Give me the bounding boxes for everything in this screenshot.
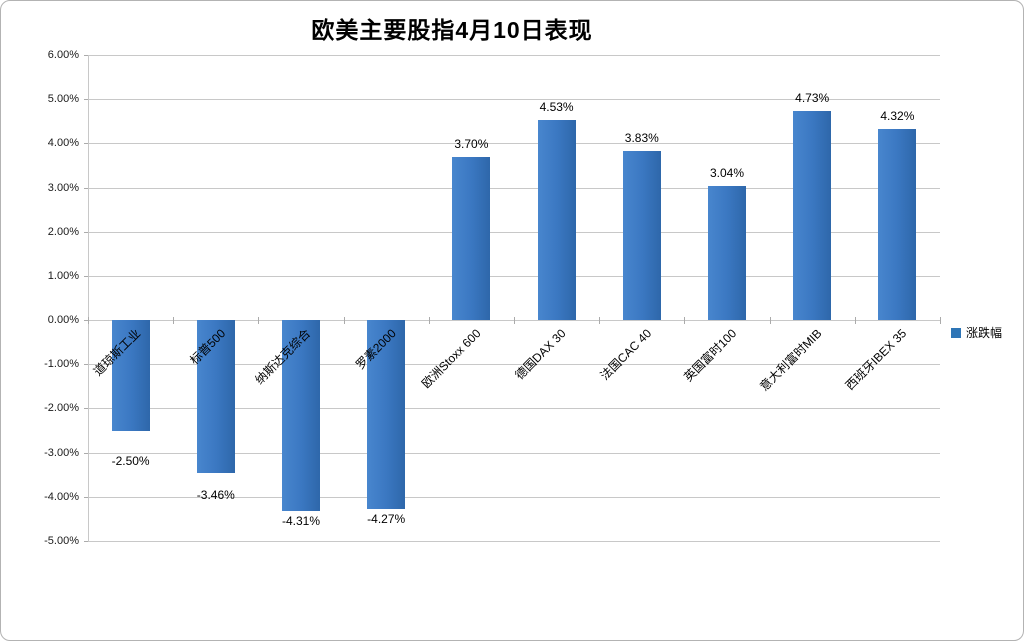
y-axis-label: 0.00% bbox=[47, 314, 79, 327]
y-axis-tick bbox=[84, 275, 88, 277]
category-label: 英国富时100 bbox=[681, 326, 740, 385]
y-axis-tick bbox=[84, 231, 88, 233]
data-label: -4.27% bbox=[367, 511, 406, 526]
data-label: 4.53% bbox=[539, 99, 574, 114]
y-axis-label: -5.00% bbox=[44, 535, 79, 547]
data-label: 3.83% bbox=[624, 130, 659, 145]
y-axis-tick bbox=[84, 364, 88, 366]
y-axis-line bbox=[88, 55, 89, 541]
category-label: 意大利富时MIB bbox=[756, 326, 825, 394]
y-axis-tick bbox=[84, 541, 88, 542]
gridline bbox=[88, 364, 940, 366]
data-label: 3.70% bbox=[454, 136, 489, 151]
x-axis-tick bbox=[940, 317, 941, 325]
category-label: 德国DAX 30 bbox=[512, 326, 569, 383]
y-axis-tick bbox=[84, 187, 88, 189]
x-axis-tick bbox=[258, 317, 260, 325]
gridline bbox=[88, 541, 940, 542]
gridline bbox=[88, 55, 940, 56]
x-axis-tick bbox=[173, 317, 175, 325]
chart-title: 欧美主要股指4月10日表现 bbox=[311, 17, 593, 43]
y-axis-label: -2.00% bbox=[44, 402, 79, 415]
y-axis-label: 3.00% bbox=[47, 181, 79, 194]
gridline bbox=[88, 99, 940, 101]
y-axis-label: 1.00% bbox=[47, 269, 79, 282]
x-axis-tick bbox=[428, 317, 430, 325]
x-axis-tick bbox=[684, 317, 686, 325]
bar bbox=[708, 185, 746, 321]
data-label: -4.31% bbox=[281, 513, 321, 528]
y-axis-tick bbox=[84, 452, 88, 454]
x-axis-tick bbox=[854, 317, 856, 325]
gridline bbox=[88, 408, 940, 410]
y-axis-tick bbox=[84, 143, 88, 145]
bar bbox=[537, 119, 576, 321]
y-axis-tick bbox=[84, 55, 88, 56]
gridline bbox=[88, 231, 940, 233]
gridline bbox=[88, 143, 940, 145]
y-axis-label: -1.00% bbox=[44, 358, 79, 371]
gridline bbox=[88, 187, 940, 189]
bar bbox=[452, 156, 491, 321]
bar bbox=[196, 320, 235, 473]
y-axis-label: 4.00% bbox=[47, 137, 79, 150]
y-axis-tick bbox=[84, 320, 88, 322]
y-axis-tick bbox=[84, 408, 88, 410]
legend-swatch-icon bbox=[951, 328, 961, 338]
x-axis-tick bbox=[88, 317, 89, 325]
bar bbox=[111, 320, 150, 431]
data-label: 3.04% bbox=[709, 165, 745, 180]
y-axis-label: -4.00% bbox=[44, 490, 79, 503]
y-axis-label: 6.00% bbox=[47, 49, 79, 61]
data-label: -3.46% bbox=[196, 487, 235, 502]
category-label: 欧洲Stoxx 600 bbox=[418, 326, 484, 391]
bar bbox=[282, 320, 320, 511]
y-axis-label: 5.00% bbox=[47, 93, 79, 106]
data-label: -2.50% bbox=[111, 453, 150, 468]
gridline bbox=[88, 496, 940, 498]
data-label: 4.32% bbox=[880, 109, 915, 124]
legend-label: 涨跌幅 bbox=[966, 326, 1003, 340]
data-label: 4.73% bbox=[795, 91, 830, 106]
category-label: 西班牙IBEX 35 bbox=[843, 326, 910, 393]
y-axis-tick bbox=[84, 99, 88, 101]
y-axis-tick bbox=[84, 496, 88, 498]
x-axis-tick bbox=[599, 317, 601, 325]
bar bbox=[367, 320, 406, 509]
category-label: 法国CAC 40 bbox=[597, 326, 655, 383]
gridline bbox=[88, 275, 940, 277]
bar bbox=[622, 150, 661, 321]
bar bbox=[793, 111, 832, 321]
x-axis-tick bbox=[514, 317, 515, 325]
x-axis-tick bbox=[769, 317, 771, 325]
gridline bbox=[88, 452, 940, 454]
y-axis-label: 2.00% bbox=[47, 225, 79, 238]
y-axis-label: -3.00% bbox=[44, 446, 79, 459]
x-axis-tick bbox=[343, 317, 345, 325]
bar bbox=[878, 129, 917, 321]
legend: 涨跌幅 bbox=[951, 326, 1002, 340]
